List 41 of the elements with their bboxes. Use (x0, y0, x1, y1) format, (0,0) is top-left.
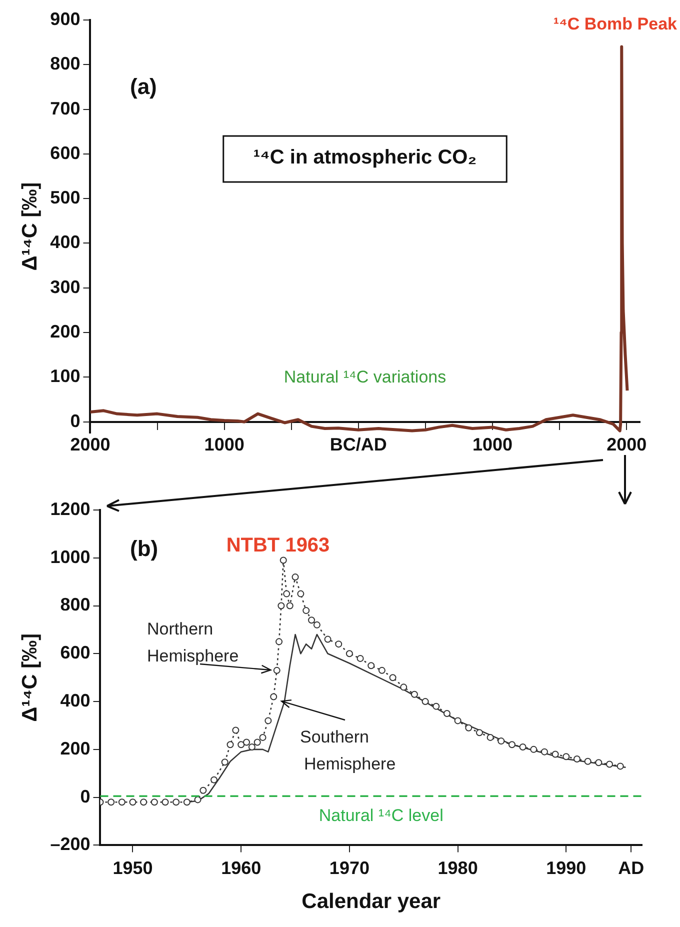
y-axis-title: Δ¹⁴C [‰] (18, 182, 42, 271)
y-tick-label: 700 (50, 98, 80, 118)
x-tick-label: 2000 (606, 434, 647, 455)
text: Northern Hemisphere (147, 620, 239, 666)
x-tick-label: 1000 (204, 434, 244, 455)
annotation: ¹⁴C in atmospheric CO₂ (253, 146, 477, 169)
x-tick-label: 2000 (70, 434, 110, 455)
annotation: ¹⁴C Bomb Peak (553, 14, 678, 34)
y-tick-label: 0 (70, 410, 80, 431)
x-tick-label: 1990 (546, 858, 586, 878)
y-tick-label: –200 (50, 834, 90, 854)
y-tick-label: 200 (50, 322, 80, 342)
y-tick-label: 100 (50, 366, 80, 386)
y-tick-label: 200 (60, 738, 90, 758)
y-tick-label: 400 (50, 232, 80, 252)
y-tick-label: 900 (50, 8, 80, 29)
y-tick-label: 600 (60, 642, 90, 663)
annotation: (b) (130, 536, 158, 562)
x-tick-label: 1970 (329, 858, 370, 878)
annotation: Natural ¹⁴C variations (284, 368, 446, 387)
series-label: Southern Hemisphere (300, 728, 396, 774)
y-axis-title: Δ¹⁴C [‰] (18, 633, 42, 722)
x-tick-label: 1980 (438, 858, 478, 878)
y-tick-label: 300 (50, 276, 80, 297)
y-tick-label: 800 (50, 54, 80, 74)
x-tick-label: 1950 (112, 858, 153, 878)
x-tick-label: 1960 (221, 858, 262, 878)
ref-line-label: Natural ¹⁴C level (318, 806, 444, 825)
y-tick-label: 600 (50, 142, 80, 163)
y-tick-label: 400 (60, 690, 90, 711)
x-axis-title: Calendar year (302, 890, 441, 914)
y-tick-label: 500 (50, 188, 80, 208)
y-tick-label: 0 (80, 786, 90, 806)
y-tick-label: 1000 (50, 546, 90, 567)
y-tick-label: 1200 (50, 498, 90, 519)
x-tick-label: 1000 (472, 434, 513, 455)
annotation: NTBT 1963 (226, 534, 330, 557)
x-tick-label: AD (618, 858, 644, 878)
y-tick-label: 800 (60, 594, 90, 615)
x-tick-label: BC/AD (330, 434, 387, 455)
annotation: (a) (130, 74, 157, 100)
